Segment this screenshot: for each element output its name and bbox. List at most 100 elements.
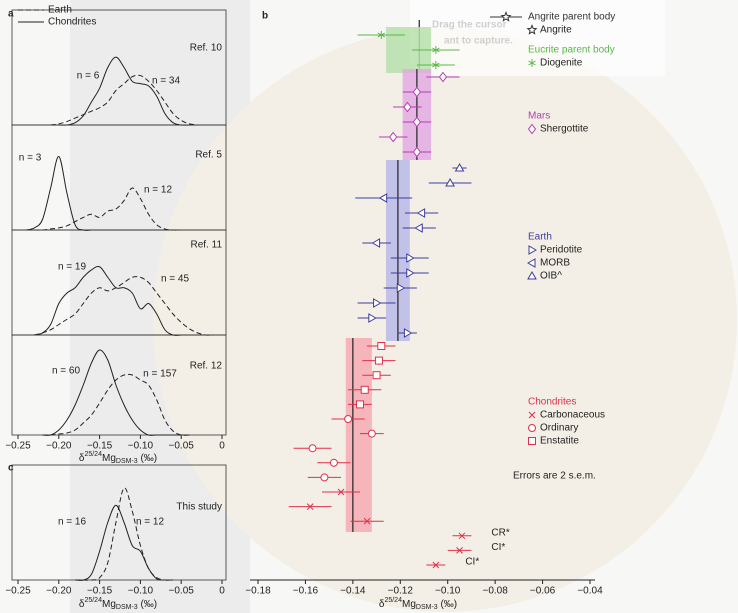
data-point bbox=[377, 342, 386, 350]
data-point bbox=[396, 283, 406, 293]
data-point bbox=[377, 31, 386, 39]
label-part: (‰) bbox=[138, 453, 157, 464]
data-point bbox=[456, 547, 463, 554]
legend-marker bbox=[526, 24, 538, 35]
label-part: Mg bbox=[102, 453, 116, 464]
data-point bbox=[329, 458, 338, 467]
x-tick-label: −0.10 bbox=[128, 441, 154, 452]
data-point bbox=[373, 298, 382, 308]
legend-group: Angrite parent body bbox=[528, 12, 615, 23]
annotation: This study bbox=[176, 502, 222, 513]
label-part: (‰) bbox=[438, 599, 457, 610]
overlay-text: Drag the cursor bbox=[432, 20, 507, 31]
legend-marker bbox=[528, 437, 536, 445]
annotation: n = 3 bbox=[19, 153, 42, 164]
overlay-circle bbox=[153, 28, 737, 612]
density-curve bbox=[75, 487, 174, 581]
data-point bbox=[371, 238, 381, 248]
label-part: δ bbox=[379, 599, 385, 610]
x-tick-label: −0.25 bbox=[5, 441, 31, 452]
label-sub: DSM-3 bbox=[116, 458, 138, 465]
x-tick-label: −0.20 bbox=[46, 586, 72, 597]
panel-frame bbox=[11, 464, 227, 581]
legend-group: Earth bbox=[528, 232, 552, 243]
density-curve bbox=[42, 373, 190, 436]
label-part: (‰) bbox=[138, 599, 157, 610]
overlay-text: ant to capture. bbox=[444, 36, 513, 47]
legend-marker bbox=[528, 424, 536, 432]
density-curve bbox=[50, 74, 198, 126]
legend-label: OIB^ bbox=[540, 271, 562, 282]
label-sup: 25/24 bbox=[384, 597, 402, 604]
data-point bbox=[414, 223, 423, 233]
legend-label: Angrite bbox=[540, 25, 572, 36]
legend-label: Diogenite bbox=[540, 58, 583, 69]
data-point bbox=[320, 473, 329, 482]
point-label: CI* bbox=[465, 557, 479, 568]
data-point bbox=[378, 193, 388, 203]
legend-marker bbox=[528, 411, 536, 419]
x-tick-label: −0.15 bbox=[87, 586, 113, 597]
data-point bbox=[412, 146, 422, 158]
data-point bbox=[438, 71, 448, 83]
data-point bbox=[416, 208, 426, 218]
label-part: δ bbox=[79, 599, 85, 610]
x-tick-label: 0 bbox=[219, 441, 225, 452]
data-point bbox=[337, 488, 345, 496]
legend-marker bbox=[500, 11, 512, 22]
data-point bbox=[406, 253, 415, 263]
x-tick-label: −0.12 bbox=[388, 586, 414, 597]
label-part: δ bbox=[79, 453, 85, 464]
data-point bbox=[360, 385, 369, 394]
label-sub: DSM-3 bbox=[116, 604, 138, 611]
data-point bbox=[432, 561, 440, 569]
data-point bbox=[367, 429, 376, 438]
data-point bbox=[406, 268, 415, 278]
data-point bbox=[368, 313, 377, 323]
panel-label: a bbox=[8, 9, 14, 20]
annotation: n = 12 bbox=[144, 185, 173, 196]
data-point bbox=[389, 131, 398, 143]
label-sup: 25/24 bbox=[84, 597, 102, 604]
x-tick-label: −0.06 bbox=[530, 586, 556, 597]
x-tick-label: −0.10 bbox=[435, 586, 461, 597]
annotation: Ref. 11 bbox=[191, 240, 223, 251]
legend-label: Peridotite bbox=[540, 245, 583, 256]
data-point bbox=[403, 328, 413, 338]
label-part: Mg bbox=[102, 599, 116, 610]
legend-marker bbox=[527, 123, 537, 135]
x-tick-label: 0 bbox=[219, 586, 225, 597]
annotation: n = 34 bbox=[152, 76, 181, 87]
annotation: n = 60 bbox=[52, 366, 81, 377]
label-sup: 25/24 bbox=[84, 451, 102, 458]
density-curve bbox=[26, 187, 182, 231]
annotation: n = 6 bbox=[77, 71, 100, 82]
data-point bbox=[412, 116, 422, 128]
legend-label: Carbonaceous bbox=[540, 410, 605, 421]
legend-marker bbox=[526, 258, 536, 268]
panel-frame bbox=[11, 334, 227, 436]
legend-label: Enstatite bbox=[540, 436, 579, 447]
data-point bbox=[458, 532, 466, 540]
group-band bbox=[345, 338, 372, 532]
annotation: n = 45 bbox=[161, 274, 190, 285]
x-axis-label: δ25/24MgDSM-3 (‰) bbox=[79, 451, 157, 465]
legend-group: Mars bbox=[528, 111, 550, 122]
legend-label: Chondrites bbox=[48, 17, 96, 28]
x-tick-label: −0.10 bbox=[128, 586, 154, 597]
annotation: Ref. 10 bbox=[190, 43, 223, 54]
data-point bbox=[308, 444, 317, 453]
annotation: Ref. 5 bbox=[195, 150, 222, 161]
legend-label: MORB bbox=[540, 258, 570, 269]
x-tick-label: −0.08 bbox=[482, 586, 508, 597]
x-tick-label: −0.25 bbox=[5, 586, 31, 597]
legend-marker bbox=[528, 245, 538, 255]
data-point bbox=[432, 61, 440, 69]
x-tick-label: −0.20 bbox=[46, 441, 72, 452]
data-point bbox=[445, 177, 455, 187]
data-point bbox=[403, 101, 412, 113]
data-point bbox=[432, 46, 440, 54]
density-curve bbox=[75, 504, 174, 581]
